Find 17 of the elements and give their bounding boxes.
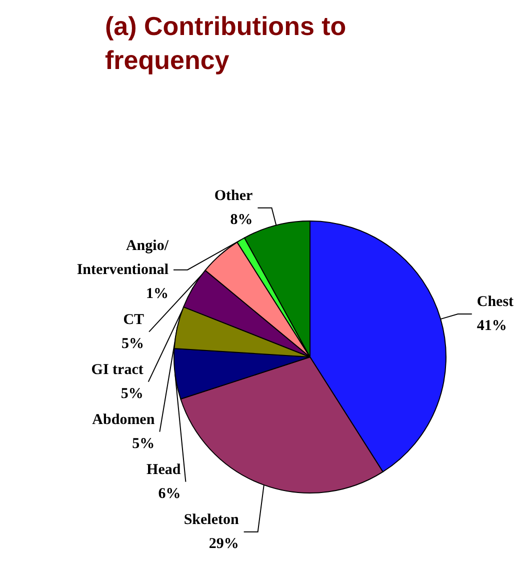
slice-label: Other <box>214 188 254 204</box>
slice-label: Skeleton <box>184 512 240 528</box>
chart-title: (a) Contributions to frequency <box>105 11 354 75</box>
data-label: 8% <box>230 212 253 228</box>
slice-label: Chest <box>476 294 514 310</box>
data-label: 1% <box>146 286 168 302</box>
slice-label: Angio/Interventional <box>76 238 170 278</box>
slice-label: Head <box>146 462 182 478</box>
slice-label: Abdomen <box>92 412 156 428</box>
slice-label: CT <box>123 312 144 328</box>
data-label: 6% <box>158 486 181 502</box>
data-label: 5% <box>122 336 144 352</box>
data-label: 41% <box>476 318 507 334</box>
data-label: 5% <box>132 436 155 452</box>
data-label: 5% <box>120 386 144 402</box>
data-label: 29% <box>208 536 239 552</box>
slice-label: GI tract <box>91 362 144 378</box>
